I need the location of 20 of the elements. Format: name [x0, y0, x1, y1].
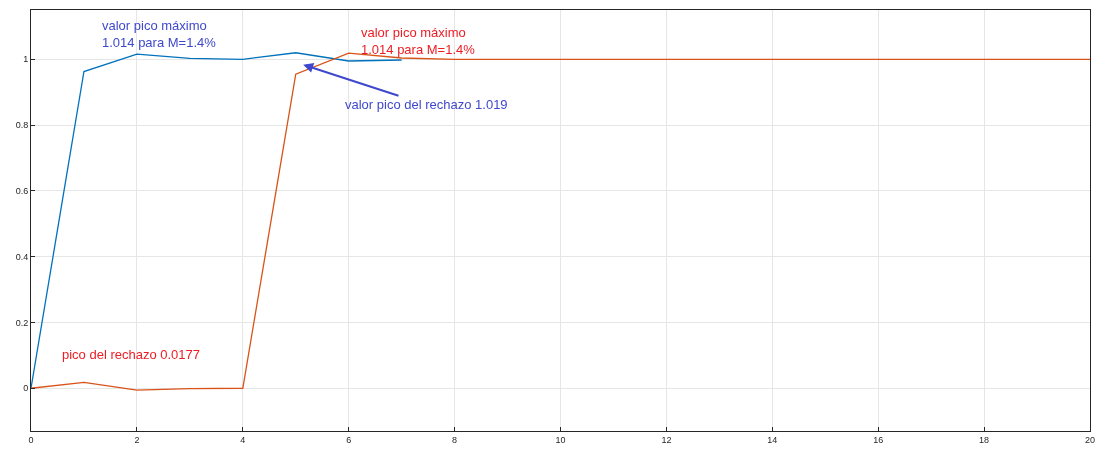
- x-tick-label: 12: [661, 434, 672, 445]
- annotation: pico del rechazo 0.0177: [62, 347, 201, 362]
- y-tick-label: 0: [23, 383, 29, 394]
- x-tick-label: 20: [1084, 434, 1096, 445]
- x-tick-label: 6: [346, 434, 352, 445]
- y-tick-label: 1: [23, 54, 29, 65]
- annotation: valor pico máximo 1.014 para M=1.4%: [102, 18, 217, 50]
- x-tick-label: 18: [979, 434, 990, 445]
- x-tick-label: 16: [873, 434, 884, 445]
- x-tick-label: 2: [134, 434, 140, 445]
- y-tick-label: 0.4: [15, 251, 29, 262]
- y-tick-label: 0.2: [15, 317, 29, 328]
- x-tick-label: 4: [240, 434, 246, 445]
- annotation: valor pico del rechazo 1.019: [345, 97, 508, 112]
- x-tick-label: 14: [767, 434, 778, 445]
- annotation: valor pico máximo 1.014 para M=1.4%: [361, 25, 476, 57]
- y-tick-label: 0.6: [15, 186, 29, 197]
- x-tick-label: 8: [452, 434, 458, 445]
- x-tick-label: 10: [555, 434, 566, 445]
- y-tick-label: 0.8: [15, 120, 29, 131]
